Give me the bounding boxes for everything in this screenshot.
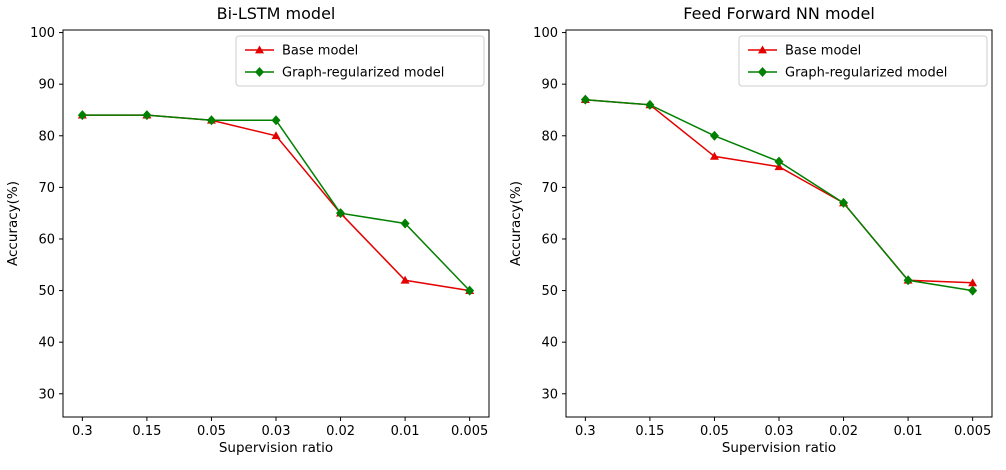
axes-frame (62, 29, 490, 418)
marker-diamond-graph-regularized-model (206, 115, 216, 126)
chart-feed-forward-nn-model: 30 40 50 60 70 80 90 100 0.3 0.15 0.05 0.03 0.02 0.01… (503, 0, 1006, 470)
y-tick-label: 80 (38, 129, 55, 144)
y-tick-label: 40 (541, 336, 558, 351)
marker-diamond-legend-graph-regularized-model (758, 67, 767, 77)
marker-triangle-legend-base-model (758, 45, 767, 54)
x-tick-label: 0.15 (132, 424, 161, 439)
marker-diamond-graph-regularized-model (465, 285, 475, 296)
marker-diamond-graph-regularized-model (271, 115, 281, 126)
chart-title: Bi-LSTM model (217, 4, 336, 23)
x-tick-label: 0.3 (575, 424, 596, 439)
legend-box (738, 35, 988, 87)
y-tick-label: 30 (38, 387, 55, 402)
marker-triangle-base-model (968, 278, 978, 287)
legend-box (235, 35, 485, 87)
x-tick-label: 0.01 (391, 424, 420, 439)
chart-canvas: 30 40 50 60 70 80 90 100 0.3 0.15 0.05 0.03 0.02 0.01… (5, 4, 490, 456)
y-tick-label: 70 (38, 181, 55, 196)
series-line-base-model (585, 98, 973, 284)
marker-triangle-base-model (709, 151, 719, 160)
marker-triangle-legend-base-model (255, 45, 264, 54)
x-tick-label: 0.05 (197, 424, 226, 439)
y-tick-label: 90 (541, 78, 558, 93)
x-tick-label: 0.05 (700, 424, 729, 439)
chart-canvas: 30 40 50 60 70 80 90 100 0.3 0.15 0.05 0.03 0.02 0.01… (508, 4, 993, 456)
x-tick-label: 0.01 (894, 424, 923, 439)
marker-triangle-base-model (271, 131, 281, 140)
axes-frame (565, 29, 993, 418)
marker-diamond-graph-regularized-model (839, 197, 849, 208)
legend-label-base-model: Base model (282, 44, 358, 59)
marker-diamond-graph-regularized-model (903, 275, 913, 286)
y-tick-label: 30 (541, 387, 558, 402)
legend-label-graph-regularized-model: Graph-regularized model (785, 66, 947, 81)
y-tick-label: 100 (533, 26, 558, 41)
marker-diamond-graph-regularized-model (580, 94, 590, 105)
x-tick-label: 0.3 (72, 424, 93, 439)
marker-diamond-graph-regularized-model (968, 285, 978, 296)
y-tick-label: 80 (541, 129, 558, 144)
marker-diamond-graph-regularized-model (77, 110, 87, 121)
x-tick-label: 0.005 (954, 424, 991, 439)
chart-title: Feed Forward NN model (683, 4, 875, 23)
y-tick-label: 90 (38, 78, 55, 93)
x-axis-label: Supervision ratio (219, 440, 333, 456)
y-tick-label: 60 (541, 232, 558, 247)
x-tick-label: 0.005 (451, 424, 488, 439)
y-tick-label: 50 (38, 284, 55, 299)
marker-triangle-base-model (400, 275, 410, 284)
y-tick-label: 70 (541, 181, 558, 196)
y-axis-label: Accuracy(%) (508, 181, 524, 266)
y-tick-label: 50 (541, 284, 558, 299)
legend-label-graph-regularized-model: Graph-regularized model (282, 66, 444, 81)
x-tick-label: 0.03 (765, 424, 794, 439)
marker-diamond-graph-regularized-model (645, 99, 655, 110)
marker-diamond-graph-regularized-model (142, 110, 152, 121)
marker-diamond-graph-regularized-model (774, 156, 784, 167)
series-line-graph-regularized-model (82, 114, 471, 292)
chart-bi-lstm-model: 30 40 50 60 70 80 90 100 0.3 0.15 0.05 0.03 0.02 0.01… (5, 4, 490, 456)
x-tick-label: 0.02 (829, 424, 858, 439)
x-axis-label: Supervision ratio (722, 440, 836, 456)
x-tick-label: 0.03 (262, 424, 291, 439)
y-tick-label: 100 (30, 26, 55, 41)
marker-diamond-graph-regularized-model (400, 218, 410, 229)
marker-diamond-legend-graph-regularized-model (255, 67, 264, 77)
y-axis-label: Accuracy(%) (5, 181, 21, 266)
marker-diamond-graph-regularized-model (709, 130, 719, 141)
series-line-base-model (82, 114, 470, 292)
legend-label-base-model: Base model (785, 44, 861, 59)
x-tick-label: 0.02 (326, 424, 355, 439)
series-line-graph-regularized-model (585, 98, 973, 292)
marker-diamond-graph-regularized-model (336, 208, 346, 219)
y-tick-label: 60 (38, 232, 55, 247)
x-tick-label: 0.15 (635, 424, 664, 439)
y-tick-label: 40 (38, 336, 55, 351)
